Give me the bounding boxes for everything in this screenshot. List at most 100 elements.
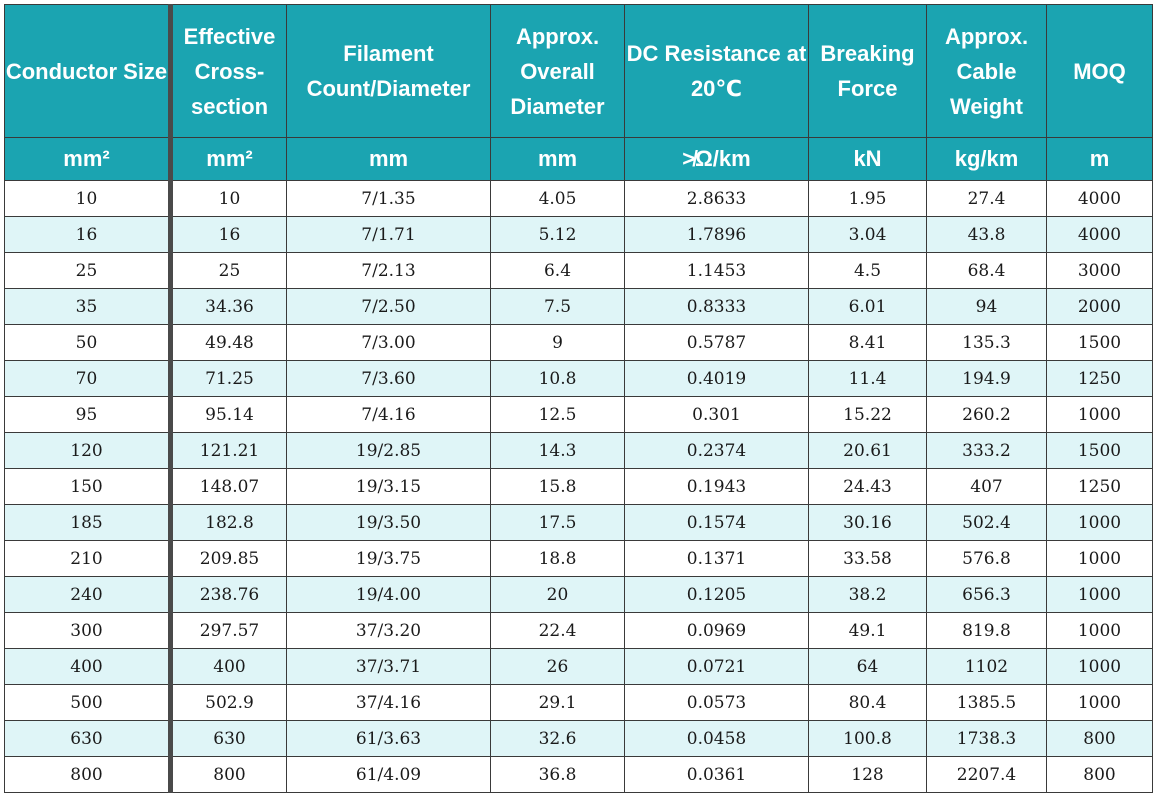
cable-weight-cell: 407 (926, 468, 1047, 505)
effective-cross-section-cell: 95.14 (170, 396, 287, 433)
header-cell: Breaking Force (808, 4, 927, 138)
unit-effective-cross-section: mm² (170, 137, 287, 181)
unit-overall-diameter: mm (490, 137, 625, 181)
header-cell: Effective Cross-section (170, 4, 287, 138)
effective-cross-section-cell: 400 (170, 648, 287, 685)
overall-diameter-cell: 10.8 (490, 360, 625, 397)
breaking-force-cell: 8.41 (808, 324, 927, 361)
effective-cross-section-cell: 10 (170, 180, 287, 217)
cable-weight-cell: 94 (926, 288, 1047, 325)
header-effective-cross-section: Effective Cross-section (183, 23, 276, 119)
table-row: 120 121.21 19/2.85 14.3 0.2374 20.61 333.2 1500 (4, 432, 1153, 469)
moq-cell: 1000 (1046, 396, 1153, 433)
overall-diameter-cell: 5.12 (490, 216, 625, 253)
effective-cross-section-cell: 209.85 (170, 540, 287, 577)
conductor-size-cell: 185 (4, 504, 173, 541)
filament-cell: 37/3.20 (286, 612, 491, 649)
dc-resistance-cell: 0.1371 (624, 540, 809, 577)
table-row: 150 148.07 19/3.15 15.8 0.1943 24.43 407 1250 (4, 468, 1153, 505)
cable-weight-cell: 68.4 (926, 252, 1047, 289)
filament-cell: 7/1.71 (286, 216, 491, 253)
effective-cross-section-cell: 238.76 (170, 576, 287, 613)
conductor-size-cell: 800 (4, 756, 173, 793)
conductor-size-cell: 95 (4, 396, 173, 433)
cable-weight-cell: 135.3 (926, 324, 1047, 361)
dc-resistance-cell: 2.8633 (624, 180, 809, 217)
cable-weight-cell: 819.8 (926, 612, 1047, 649)
dc-resistance-cell: 0.0969 (624, 612, 809, 649)
filament-cell: 37/3.71 (286, 648, 491, 685)
overall-diameter-cell: 7.5 (490, 288, 625, 325)
table-row: 800 800 61/4.09 36.8 0.0361 128 2207.4 800 (4, 756, 1153, 793)
moq-cell: 1500 (1046, 324, 1153, 361)
moq-cell: 1000 (1046, 612, 1153, 649)
breaking-force-cell: 15.22 (808, 396, 927, 433)
moq-cell: 1000 (1046, 540, 1153, 577)
conductor-size-cell: 630 (4, 720, 173, 757)
header-overall-diameter: Approx. Overall Diameter (510, 23, 605, 119)
overall-diameter-cell: 12.5 (490, 396, 625, 433)
moq-cell: 1000 (1046, 576, 1153, 613)
table-row: 240 238.76 19/4.00 20 0.1205 38.2 656.3 1000 (4, 576, 1153, 613)
dc-resistance-cell: 1.1453 (624, 252, 809, 289)
conductor-size-cell: 500 (4, 684, 173, 721)
dc-resistance-cell: 0.4019 (624, 360, 809, 397)
header-cell: Conductor Size (4, 4, 173, 138)
breaking-force-cell: 100.8 (808, 720, 927, 757)
table-row: 35 34.36 7/2.50 7.5 0.8333 6.01 94 2000 (4, 288, 1153, 325)
filament-cell: 61/4.09 (286, 756, 491, 793)
table-row: 185 182.8 19/3.50 17.5 0.1574 30.16 502.4 1000 (4, 504, 1153, 541)
cable-weight-cell: 576.8 (926, 540, 1047, 577)
moq-cell: 800 (1046, 720, 1153, 757)
moq-cell: 4000 (1046, 180, 1153, 217)
unit-breaking-force: kN (808, 137, 927, 181)
dc-resistance-cell: 0.0361 (624, 756, 809, 793)
dc-resistance-cell: 1.7896 (624, 216, 809, 253)
effective-cross-section-cell: 121.21 (170, 432, 287, 469)
filament-cell: 19/3.15 (286, 468, 491, 505)
table-row: 500 502.9 37/4.16 29.1 0.0573 80.4 1385.5 1000 (4, 684, 1153, 721)
filament-cell: 7/4.16 (286, 396, 491, 433)
breaking-force-cell: 20.61 (808, 432, 927, 469)
cable-weight-cell: 333.2 (926, 432, 1047, 469)
overall-diameter-cell: 20 (490, 576, 625, 613)
overall-diameter-cell: 22.4 (490, 612, 625, 649)
overall-diameter-cell: 14.3 (490, 432, 625, 469)
header-cell: Filament Count/Diameter (286, 4, 491, 138)
conductor-size-cell: 70 (4, 360, 173, 397)
breaking-force-cell: 33.58 (808, 540, 927, 577)
filament-cell: 7/2.50 (286, 288, 491, 325)
breaking-force-cell: 11.4 (808, 360, 927, 397)
table-row: 95 95.14 7/4.16 12.5 0.301 15.22 260.2 1000 (4, 396, 1153, 433)
effective-cross-section-cell: 16 (170, 216, 287, 253)
effective-cross-section-cell: 25 (170, 252, 287, 289)
conductor-size-cell: 16 (4, 216, 173, 253)
header-conductor-size: Conductor Size (5, 58, 168, 84)
unit-conductor-size: mm² (4, 137, 173, 181)
conductor-size-cell: 400 (4, 648, 173, 685)
moq-cell: 1000 (1046, 648, 1153, 685)
breaking-force-cell: 6.01 (808, 288, 927, 325)
dc-resistance-cell: 0.5787 (624, 324, 809, 361)
header-moq: MOQ (1073, 58, 1126, 84)
header-cell: MOQ (1046, 4, 1153, 138)
breaking-force-cell: 30.16 (808, 504, 927, 541)
conductor-size-cell: 10 (4, 180, 173, 217)
cable-weight-cell: 260.2 (926, 396, 1047, 433)
effective-cross-section-cell: 34.36 (170, 288, 287, 325)
effective-cross-section-cell: 71.25 (170, 360, 287, 397)
dc-resistance-cell: 0.2374 (624, 432, 809, 469)
header-row: Conductor Size Effective Cross-section F… (4, 4, 1153, 138)
moq-cell: 1000 (1046, 504, 1153, 541)
header-breaking-force: Breaking Force (820, 41, 915, 101)
overall-diameter-cell: 4.05 (490, 180, 625, 217)
filament-cell: 7/3.60 (286, 360, 491, 397)
unit-cable-weight: kg/km (926, 137, 1047, 181)
filament-cell: 19/3.50 (286, 504, 491, 541)
overall-diameter-cell: 17.5 (490, 504, 625, 541)
dc-resistance-cell: 0.0573 (624, 684, 809, 721)
unit-moq: m (1046, 137, 1153, 181)
overall-diameter-cell: 26 (490, 648, 625, 685)
moq-cell: 800 (1046, 756, 1153, 793)
breaking-force-cell: 38.2 (808, 576, 927, 613)
